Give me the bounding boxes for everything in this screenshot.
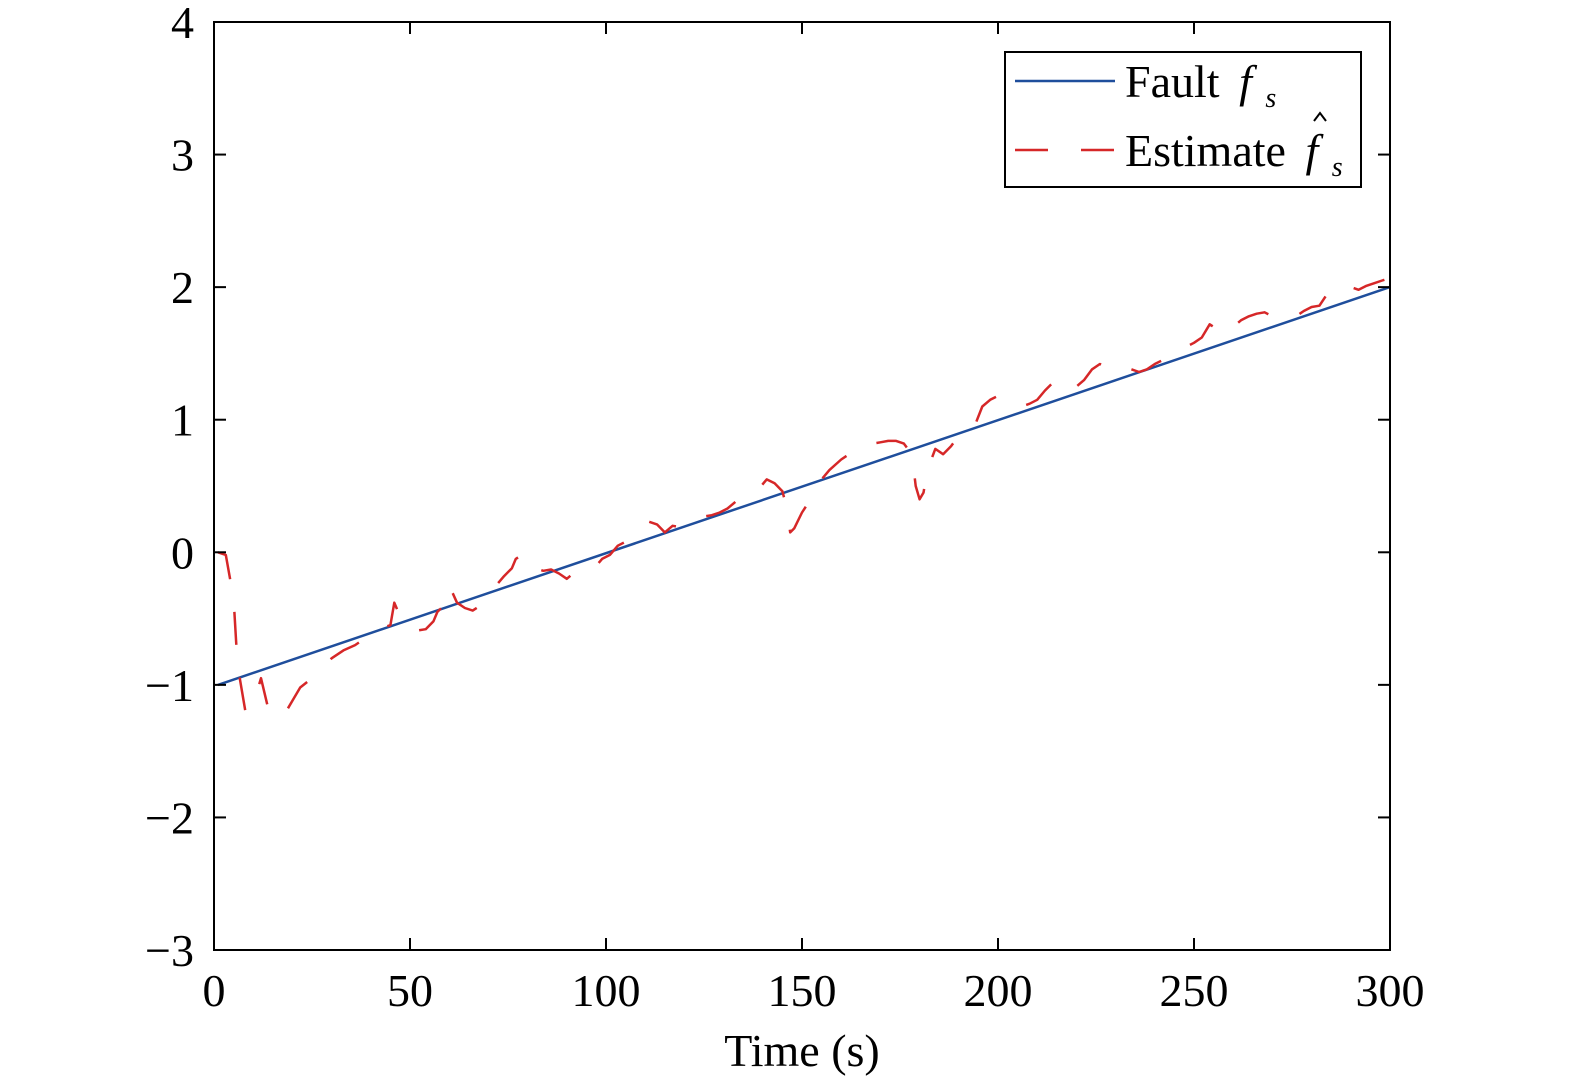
x-tick-label: 50 (387, 965, 433, 1016)
legend-label-estimate-name: Estimate (1125, 125, 1286, 176)
x-tick-label: 150 (768, 965, 837, 1016)
x-tick-label: 200 (964, 965, 1033, 1016)
y-tick-label: −3 (145, 925, 194, 976)
legend-box (1004, 51, 1362, 188)
legend-label-fault-symbol: f (1239, 56, 1258, 107)
x-tick-label: 300 (1356, 965, 1425, 1016)
legend-label-fault: Fault f s (1125, 56, 1276, 114)
legend-label-fault-name: Fault (1125, 56, 1220, 107)
legend-label-estimate-subscript: s (1332, 152, 1343, 183)
plot-lines (217, 276, 1390, 720)
x-tick-label: 100 (572, 965, 641, 1016)
y-tick-label: −2 (145, 792, 194, 843)
series-line-fault (217, 285, 1390, 687)
x-tick-label: 0 (203, 965, 226, 1016)
series-line-estimate (217, 276, 1390, 720)
legend: Fault f s Estimate f s (1004, 51, 1362, 188)
y-tick-label: −1 (145, 660, 194, 711)
plot-frame (213, 21, 1391, 951)
x-axis-label: Time (s) (724, 1025, 880, 1076)
tick-labels: 0 50 100 150 200 250 300 −3 −2 −1 0 1 2 3 4 (145, 0, 1424, 1016)
legend-label-estimate: Estimate f s (1125, 125, 1343, 183)
x-tick-label: 250 (1160, 965, 1229, 1016)
y-tick-label: 3 (171, 130, 194, 181)
legend-label-fault-subscript: s (1265, 83, 1276, 114)
y-tick-label: 0 (171, 527, 194, 578)
legend-estimate-hat-mark (1313, 111, 1327, 122)
legend-label-estimate-symbol: f (1305, 125, 1324, 176)
y-tick-label: 4 (171, 0, 194, 48)
y-tick-label: 2 (171, 262, 194, 313)
y-tick-label: 1 (171, 395, 194, 446)
